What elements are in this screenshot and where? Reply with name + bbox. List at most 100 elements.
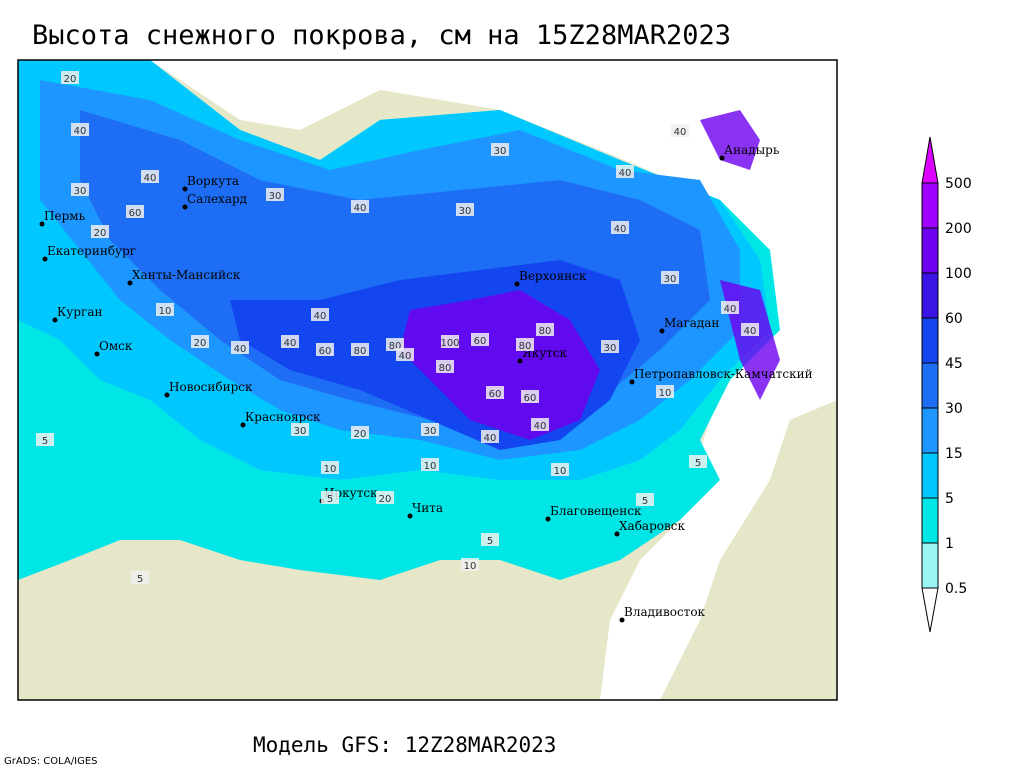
city-dot [39, 221, 45, 227]
city-dot [614, 531, 620, 537]
station-box [91, 225, 109, 238]
colorbar-label: 15 [945, 446, 963, 462]
city-label: Хабаровск [619, 519, 685, 533]
station-value: 60 [129, 208, 142, 219]
station-box [386, 338, 404, 351]
station-box [421, 458, 439, 471]
station-value: 40 [314, 311, 327, 322]
city-dot [719, 155, 725, 161]
station-value: 40 [619, 168, 632, 179]
city-dot [407, 513, 413, 519]
colorbar-segment [921, 317, 939, 364]
city-dot [182, 186, 188, 192]
station-value: 80 [389, 341, 402, 352]
city-label: Чита [412, 501, 443, 515]
colorbar-label: 100 [945, 266, 972, 282]
snow-100-east [700, 110, 780, 400]
station-box [456, 203, 474, 216]
station-box [71, 123, 89, 136]
station-value: 40 [534, 421, 547, 432]
map-frame [17, 59, 838, 701]
city-label: Благовещенск [550, 504, 642, 518]
station-value: 5 [642, 496, 648, 507]
station-box [291, 423, 309, 436]
city-dot [517, 358, 523, 364]
city-label: Салехард [187, 192, 247, 206]
city-label: Екатеринбург [47, 244, 136, 258]
station-value: 5 [487, 536, 493, 547]
colorbar-label: 5 [945, 491, 954, 507]
colorbar-label: 500 [945, 176, 972, 192]
station-value: 30 [494, 146, 507, 157]
station-box [396, 348, 414, 361]
city-dot [545, 516, 551, 522]
station-box [721, 301, 739, 314]
colorbar-label: 0.5 [945, 581, 967, 597]
station-value: 60 [319, 346, 332, 357]
station-value: 80 [354, 346, 367, 357]
colorbar-high [921, 136, 939, 184]
city-dot [659, 328, 665, 334]
colorbar-segment [921, 407, 939, 454]
city-dot [94, 351, 100, 357]
colorbar-segment [921, 362, 939, 409]
colorbar-segment [921, 497, 939, 544]
station-value: 10 [159, 306, 172, 317]
city-dot [240, 422, 246, 428]
station-value: 40 [284, 338, 297, 349]
station-value: 40 [614, 224, 627, 235]
city-dot [42, 256, 48, 262]
map: Воркута Салехард Пермь Екатеринбург Ханты-Ма… [17, 59, 838, 701]
city-label: Петропавловск-Камчатский [634, 367, 813, 381]
city-dot [127, 280, 133, 286]
station-box [141, 170, 159, 183]
station-value: 60 [489, 389, 502, 400]
station-box [436, 360, 454, 373]
station-box [551, 463, 569, 476]
station-value: 80 [539, 326, 552, 337]
city-dot [629, 379, 635, 385]
station-value: 30 [294, 426, 307, 437]
station-value: 10 [464, 561, 477, 572]
station-value: 20 [194, 338, 207, 349]
colorbar-segment [921, 542, 939, 589]
station-value: 5 [327, 494, 333, 505]
colorbar-low [921, 587, 939, 633]
station-value: 10 [554, 466, 567, 477]
station-value: 5 [42, 436, 48, 447]
station-value: 30 [604, 343, 617, 354]
station-box [266, 188, 284, 201]
station-box [36, 433, 54, 446]
station-value: 40 [674, 127, 687, 138]
colorbar-segment [921, 182, 939, 229]
station-box [351, 200, 369, 213]
station-box [281, 335, 299, 348]
station-box [71, 183, 89, 196]
station-value: 80 [439, 363, 452, 374]
station-value: 10 [659, 388, 672, 399]
station-box [486, 386, 504, 399]
city-label: Пермь [44, 209, 86, 223]
water [18, 60, 837, 700]
station-box [376, 491, 394, 504]
city-dot [52, 317, 58, 323]
station-box [616, 165, 634, 178]
station-box [156, 303, 174, 316]
colorbar-label: 200 [945, 221, 972, 237]
station-box [351, 343, 369, 356]
station-box [481, 533, 499, 546]
station-value: 30 [424, 426, 437, 437]
colorbar-segment [921, 452, 939, 499]
station-value: 40 [144, 173, 157, 184]
station-box [231, 341, 249, 354]
colorbar-segment [921, 272, 939, 319]
station-value: 40 [744, 326, 757, 337]
station-box [421, 423, 439, 436]
city-label: Воркута [187, 174, 239, 188]
station-box [689, 455, 707, 468]
colorbar-segment [921, 227, 939, 274]
station-box [61, 71, 79, 84]
station-value: 30 [664, 274, 677, 285]
